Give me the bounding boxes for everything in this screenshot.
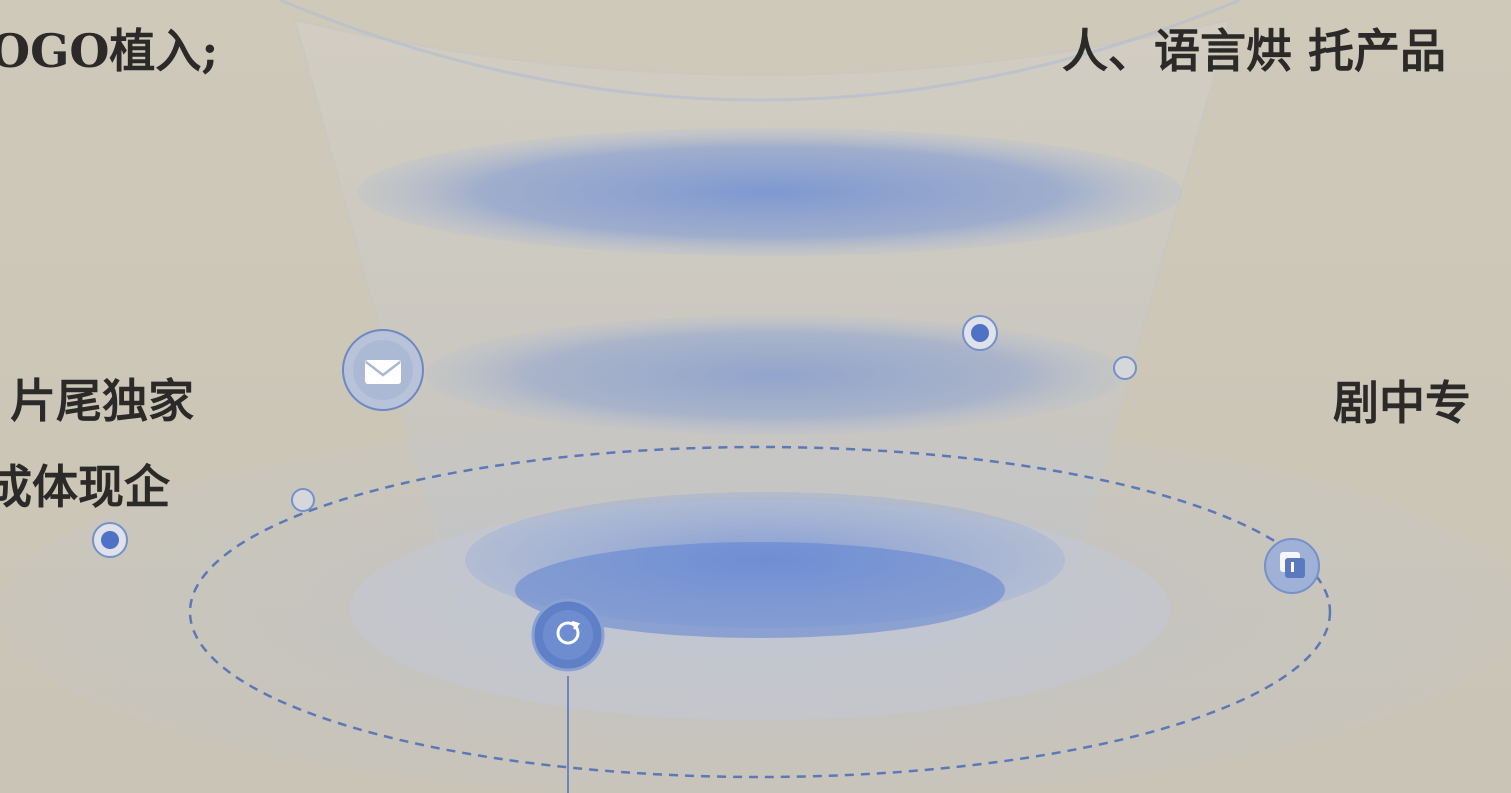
refresh-icon <box>531 598 605 672</box>
filled-pin-icon <box>962 315 998 351</box>
dashed-orbit <box>188 445 1332 779</box>
label-top-right: 人、语言烘 托产品 <box>1062 24 1447 78</box>
label-mid-left-line2: 成体现企 <box>0 460 170 514</box>
label-mid-right: 剧中专 <box>1333 376 1471 430</box>
funnel-layer-middle <box>425 315 1125 435</box>
hollow-pin-icon <box>291 488 315 512</box>
funnel-layer-top <box>358 128 1182 256</box>
hollow-pin-icon <box>1113 356 1137 380</box>
mail-icon <box>342 329 424 411</box>
label-top-left: OGO植入; <box>0 24 219 78</box>
funnel-core <box>515 542 1005 638</box>
filled-pin-icon <box>92 522 128 558</box>
label-mid-left-line1: 片尾独家 <box>10 374 194 428</box>
chat-icon <box>1264 538 1320 594</box>
funnel-rim <box>279 0 1241 102</box>
